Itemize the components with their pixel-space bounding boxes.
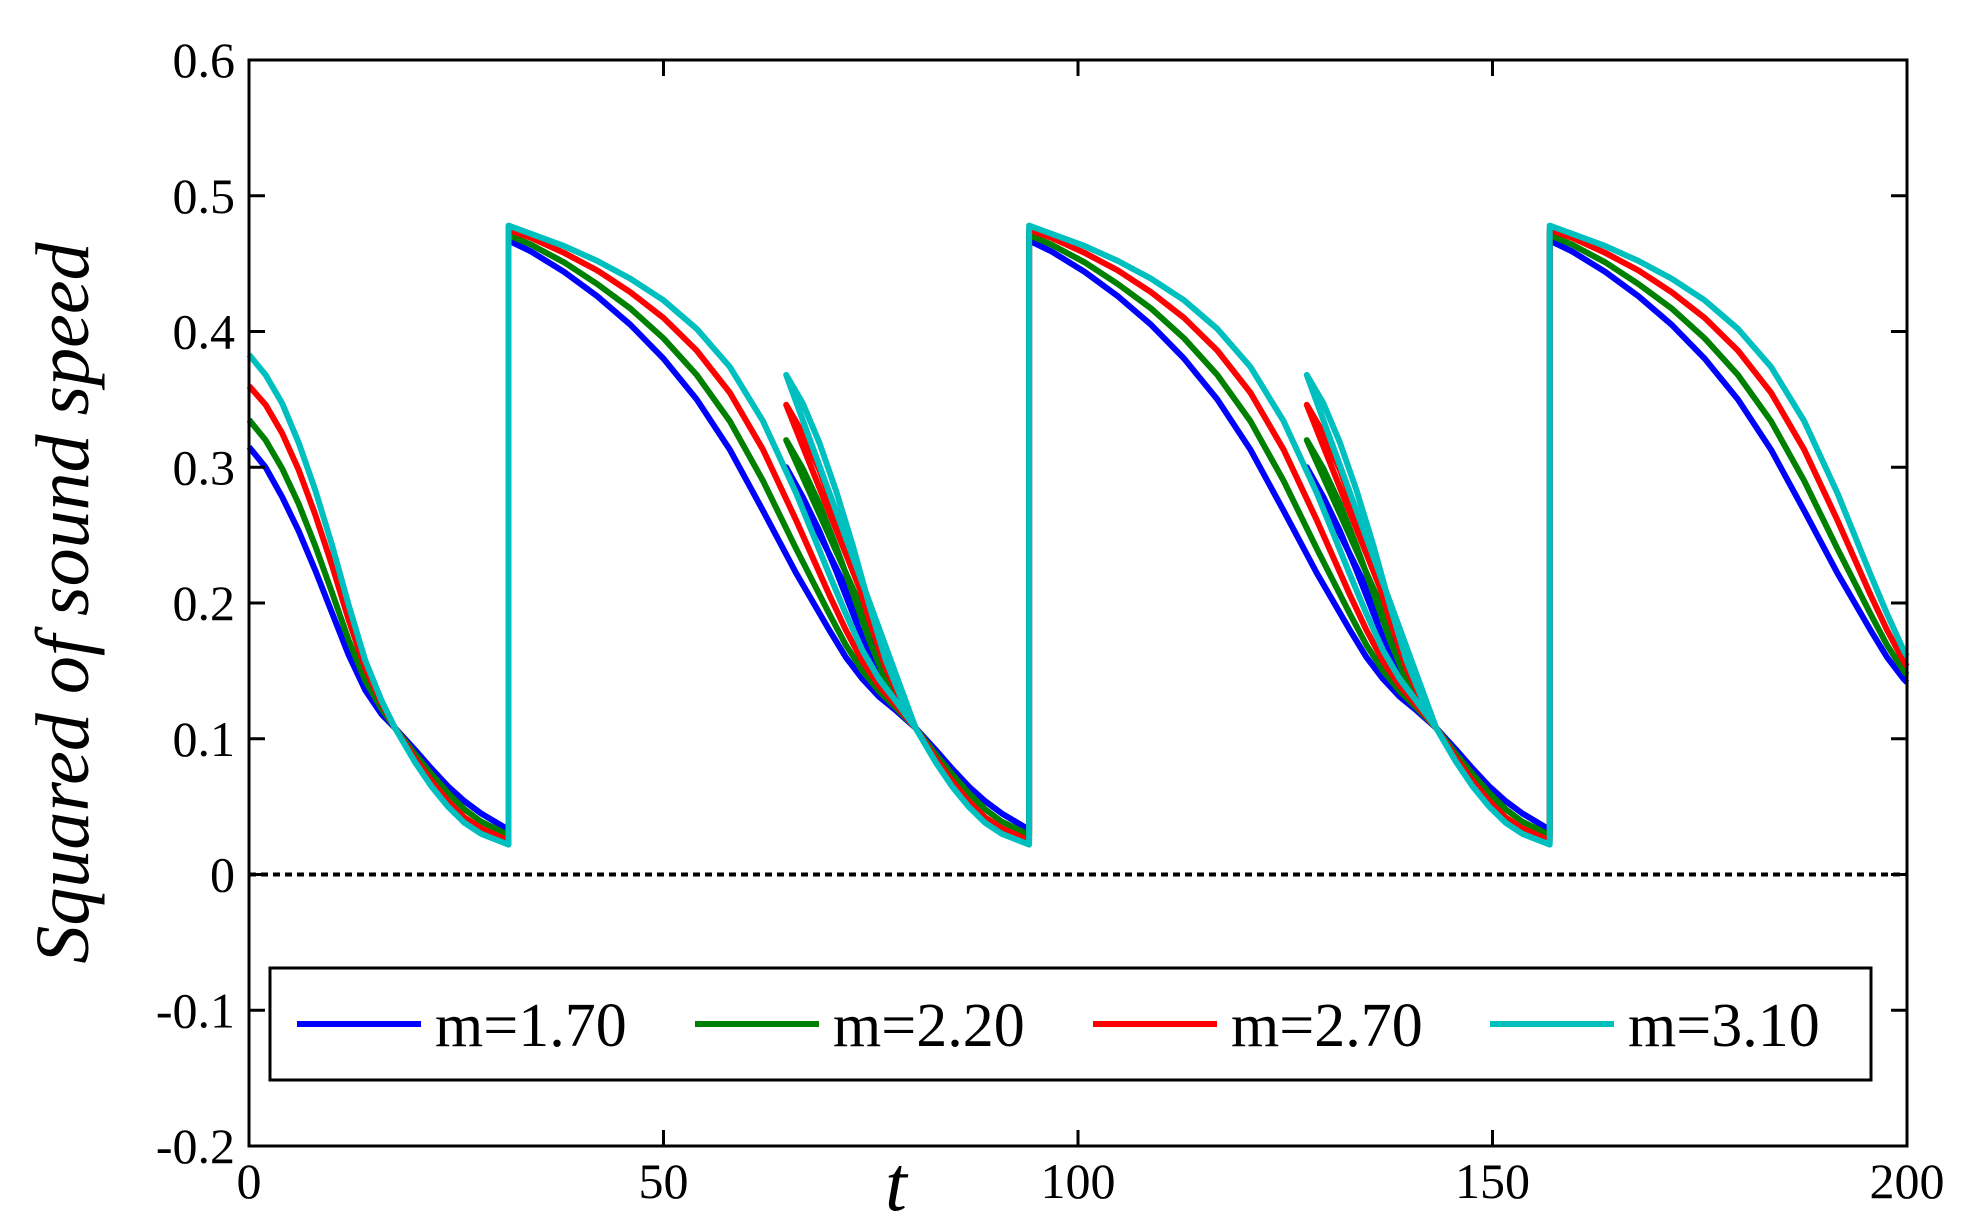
x-tick-label: 50 [639,1153,689,1209]
x-tick-label: 100 [1041,1153,1116,1209]
x-axis-title: t [885,1140,909,1224]
y-tick-label: 0.4 [173,304,236,360]
series-line-4 [246,222,1910,848]
plot-frame [247,58,1909,1148]
y-tick-label: 0.1 [173,711,236,767]
legend-label-1: m=1.70 [435,992,627,1060]
x-tick-label: 0 [237,1153,262,1209]
legend: m=1.70 m=2.20 m=2.70 m=3.10 [268,966,1873,1082]
legend-label-2: m=2.20 [833,992,1025,1060]
y-tick-label: 0 [210,847,235,903]
y-tick-label: 0.2 [173,575,236,631]
y-tick-label: 0.5 [173,168,236,224]
y-tick-label: 0.3 [173,439,236,495]
ticks-layer: 0 50 100 150 200 -0.2 -0.1 0 0.1 0.2 0.3 0.4 0.5 0.6 [156,32,1945,1209]
y-tick-label: -0.1 [156,982,235,1038]
legend-label-3: m=2.70 [1231,992,1423,1060]
series-layer [246,222,1910,848]
y-tick-label: -0.2 [156,1118,235,1174]
x-tick-label: 150 [1455,1153,1530,1209]
y-axis-title: Squared of sound speed [21,241,105,963]
x-tick-label: 200 [1870,1153,1945,1209]
legend-label-4: m=3.10 [1628,992,1820,1060]
y-tick-label: 0.6 [173,32,236,88]
